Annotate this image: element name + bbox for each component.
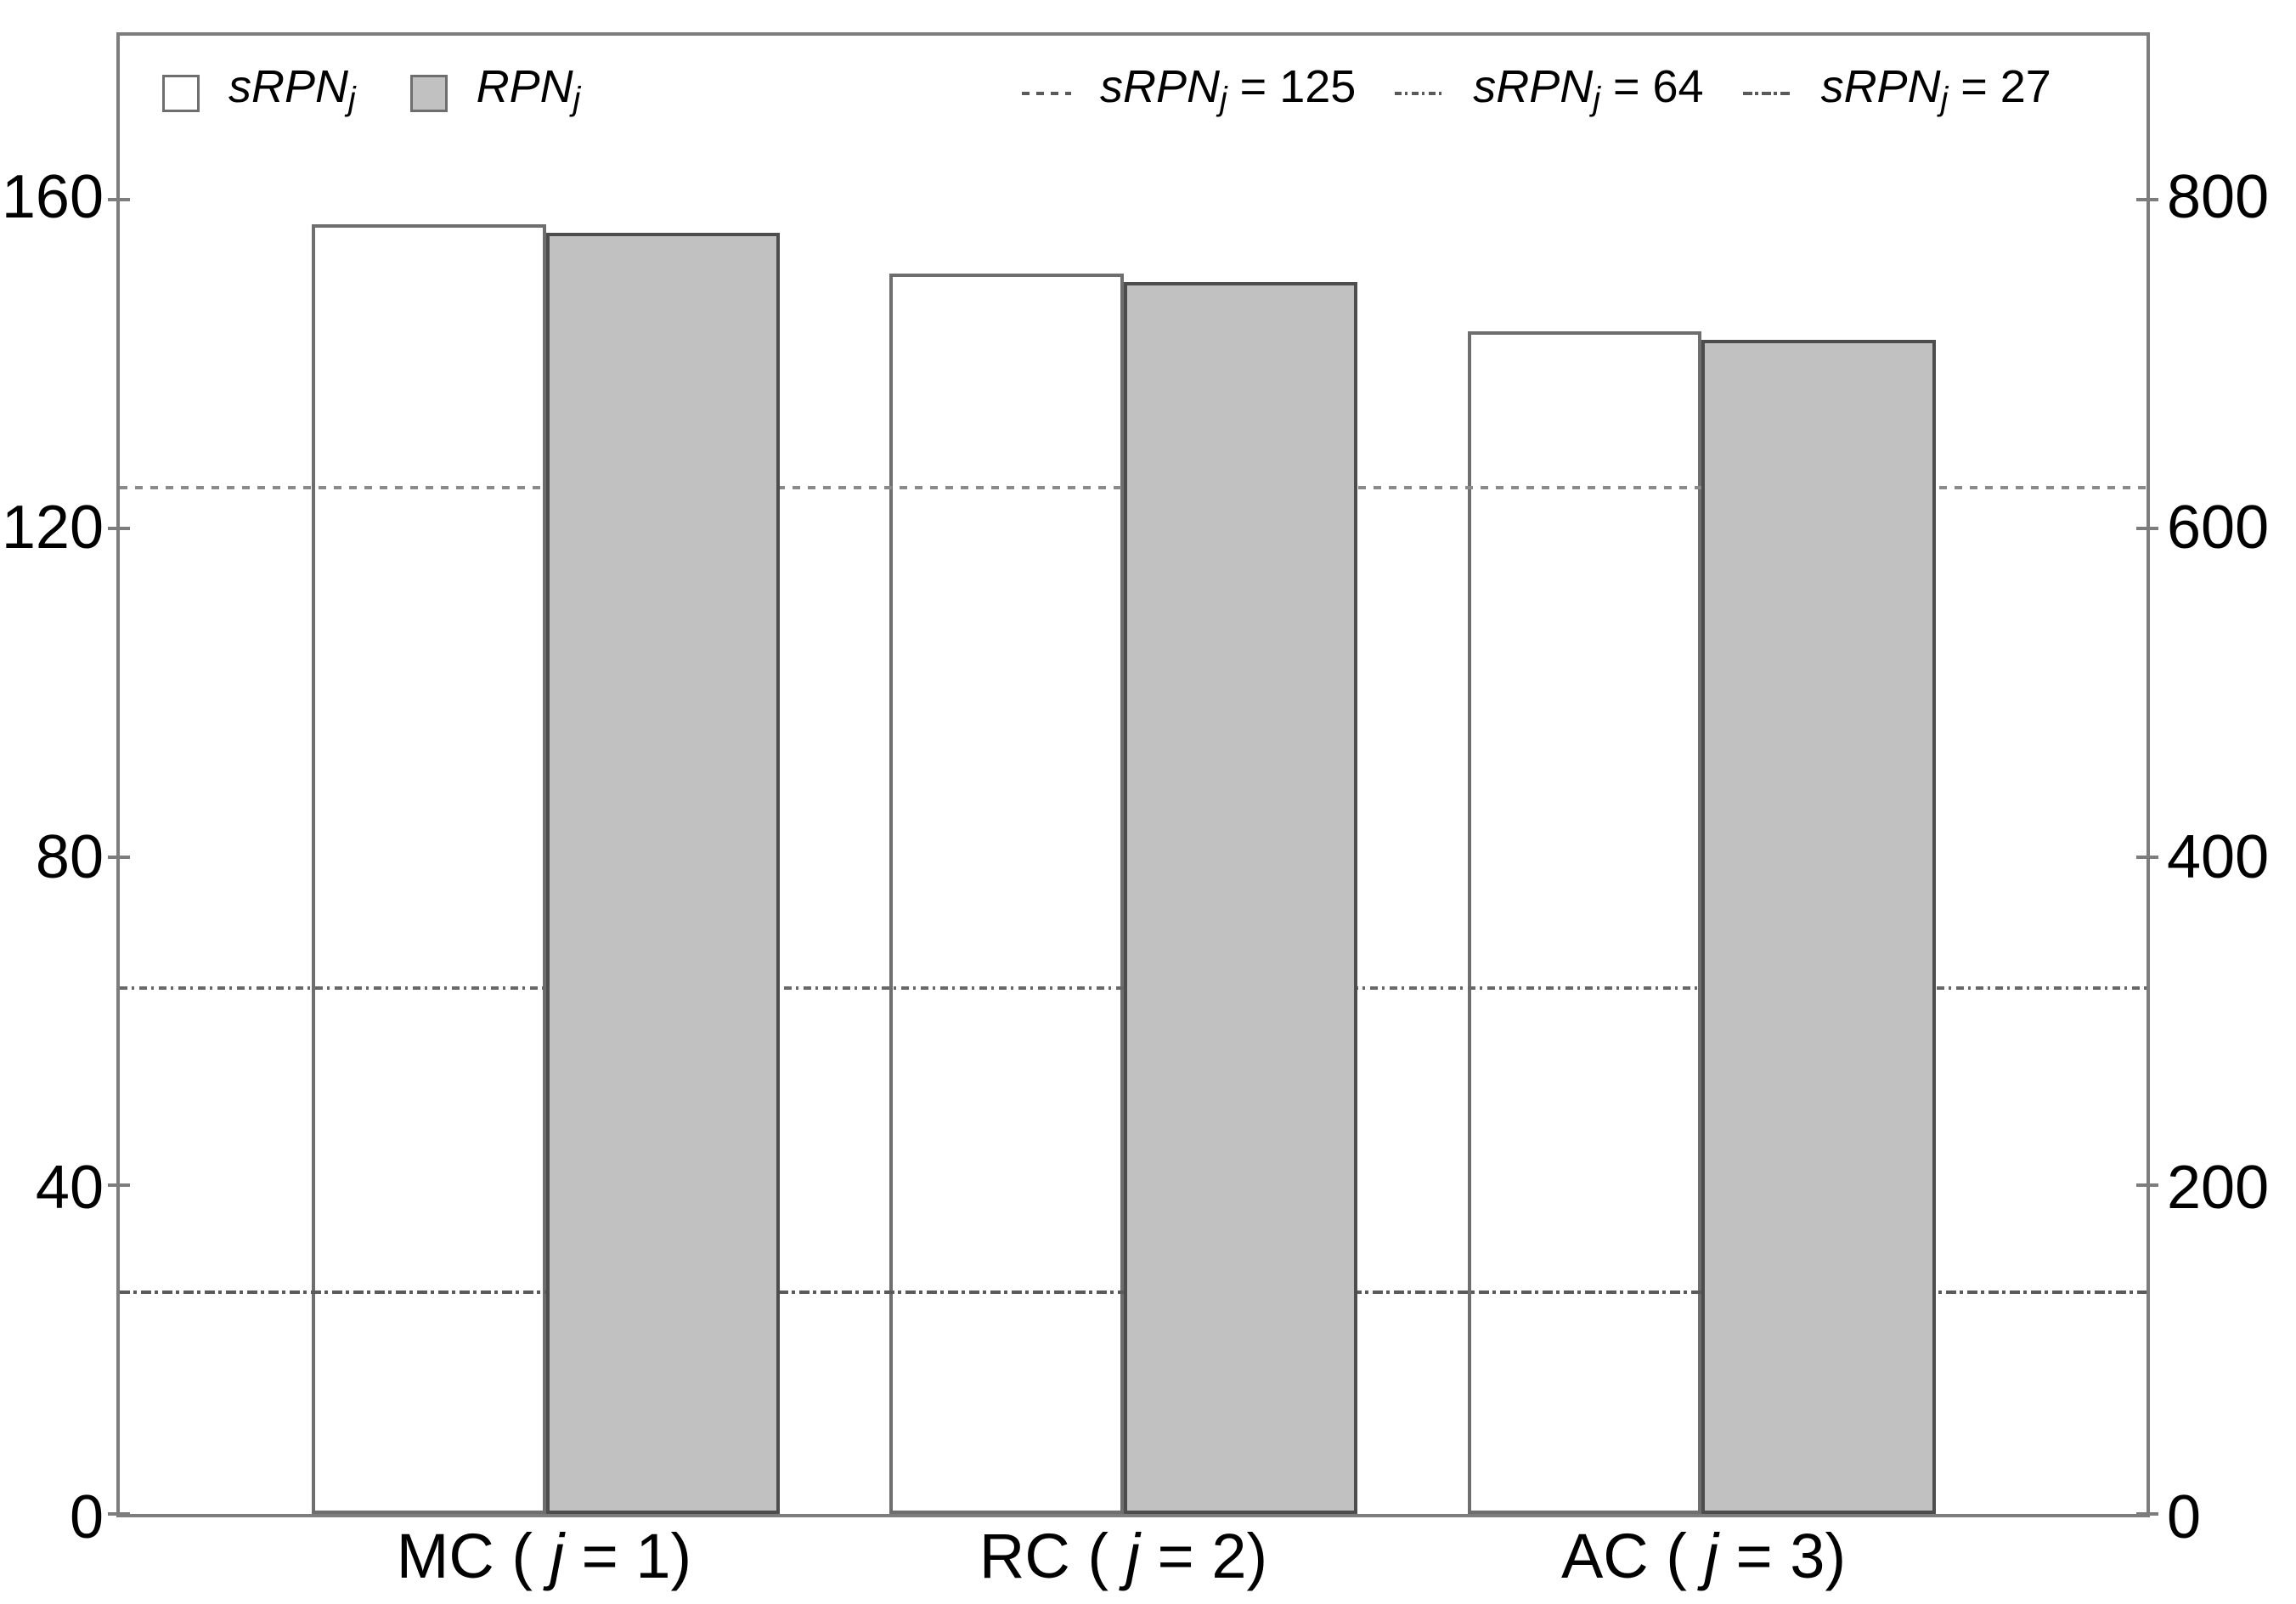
plot-area: sRPNj RPNj sRPNj = 125 sRPNj = 64 sRPNj = 2…	[108, 32, 2158, 1517]
x-axis-label-ac: AC ( j = 3)	[1560, 1521, 1847, 1591]
x-axis-label-rc: RC ( j = 2)	[979, 1521, 1268, 1591]
left-axis-label-80: 80	[35, 823, 104, 892]
left-axis-label-40: 40	[35, 1153, 104, 1222]
legend-item-srpn: sRPNj	[162, 61, 356, 126]
dash-line-icon	[1395, 91, 1445, 95]
legend-label-srpn: sRPNj	[228, 61, 356, 118]
legend-item-rpn: RPNj	[409, 61, 581, 126]
legend-label-refline-2: sRPNj = 27	[1820, 61, 2051, 118]
right-axis-tick-600	[2136, 527, 2158, 531]
legend-label-refline-1: sRPNj = 64	[1473, 61, 1704, 118]
left-axis-label-120: 120	[1, 493, 104, 562]
bar-rpn-mc	[545, 233, 781, 1514]
legend-series: sRPNj RPNj	[162, 61, 580, 126]
right-axis-tick-800	[2136, 198, 2158, 202]
legend-label-refline-0: sRPNj = 125	[1100, 61, 1357, 118]
legend-item-refline-0: sRPNj = 125	[1022, 61, 1356, 126]
x-axis-label-mc: MC ( j = 1)	[396, 1521, 692, 1591]
bar-rpn-ac	[1701, 339, 1936, 1514]
left-axis-tick-80	[108, 855, 130, 859]
legend-ref-lines: sRPNj = 125 sRPNj = 64 sRPNj = 27	[1022, 61, 2051, 126]
bar-rpn-rc	[1123, 282, 1358, 1514]
left-axis-tick-40	[108, 1183, 130, 1188]
legend-label-rpn: RPNj	[476, 61, 581, 118]
right-axis-tick-200	[2136, 1183, 2158, 1188]
bar-srpn-rc	[889, 274, 1124, 1514]
legend-item-refline-1: sRPNj = 64	[1395, 61, 1704, 126]
dash-line-icon	[1022, 91, 1071, 95]
bar-srpn-mc	[312, 224, 546, 1514]
right-axis-label-600: 600	[2167, 493, 2270, 562]
right-axis-label-200: 200	[2167, 1153, 2270, 1222]
left-axis-tick-120	[108, 527, 130, 531]
dash-line-icon	[1742, 91, 1792, 95]
white-swatch-icon	[162, 74, 200, 112]
right-axis-label-400: 400	[2167, 823, 2270, 892]
right-axis-tick-0	[2136, 1512, 2158, 1516]
bar-srpn-ac	[1467, 331, 1702, 1514]
right-axis-label-0: 0	[2167, 1483, 2202, 1551]
legend-item-refline-2: sRPNj = 27	[1742, 61, 2051, 126]
right-axis-tick-400	[2136, 855, 2158, 859]
left-axis-tick-0	[108, 1512, 130, 1516]
left-axis-label-0: 0	[69, 1483, 104, 1551]
gray-swatch-icon	[409, 74, 448, 112]
left-axis-tick-160	[108, 198, 130, 202]
left-axis-label-160: 160	[1, 163, 104, 232]
right-axis-label-800: 800	[2167, 163, 2270, 232]
